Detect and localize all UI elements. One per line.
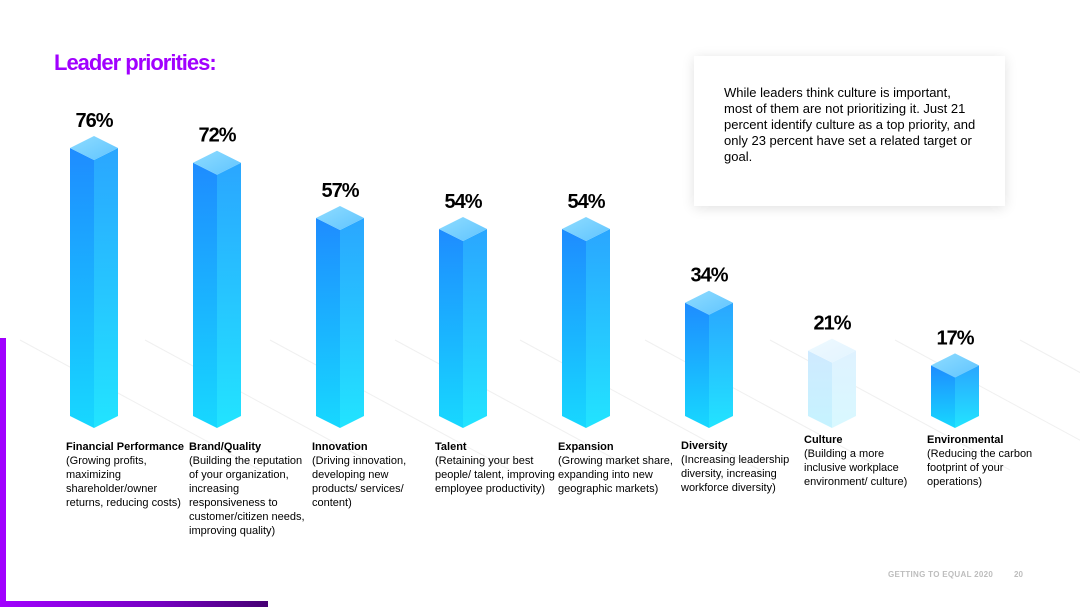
value-label: 76% bbox=[75, 110, 113, 132]
bar-front-face bbox=[316, 218, 340, 428]
value-label: 57% bbox=[321, 180, 359, 202]
bar-expansion: 54% bbox=[562, 191, 610, 428]
category-description: (Building a more inclusive workplace env… bbox=[804, 448, 908, 488]
category-label: Environmental (Reducing the carbon footpr… bbox=[927, 433, 1045, 489]
bar-top-face bbox=[70, 136, 118, 160]
background-line bbox=[894, 339, 1080, 441]
bar-culture: 21% bbox=[808, 313, 856, 428]
category-description: (Reducing the carbon footprint of your o… bbox=[927, 448, 1033, 488]
category-description: (Retaining your best people/ talent, imp… bbox=[435, 455, 555, 495]
accent-bar-vertical bbox=[0, 338, 6, 607]
bar-top-face bbox=[562, 217, 610, 242]
bar-top-face bbox=[439, 217, 487, 242]
category-description: (Building the reputation of your organiz… bbox=[189, 455, 305, 537]
category-name: Talent bbox=[435, 441, 467, 453]
bar-side-face bbox=[709, 302, 733, 428]
bar-top-face bbox=[316, 206, 364, 230]
bar-side-face bbox=[832, 350, 856, 428]
value-label: 21% bbox=[813, 313, 851, 335]
bar-top-face bbox=[808, 338, 856, 363]
category-description: (Growing profits, maximizing shareholder… bbox=[66, 455, 181, 509]
category-name: Environmental bbox=[927, 434, 1004, 446]
background-line bbox=[144, 339, 386, 471]
background-line bbox=[1019, 339, 1080, 374]
bar-financial-performance: 76% bbox=[70, 110, 118, 428]
category-label: Innovation (Driving innovation, developin… bbox=[312, 440, 432, 510]
bar-front-face bbox=[193, 162, 217, 428]
bar-talent: 54% bbox=[439, 191, 487, 428]
bar-front-face bbox=[685, 302, 709, 428]
category-label: Financial Performance (Growing profits, m… bbox=[66, 440, 186, 510]
background-line bbox=[269, 339, 511, 471]
category-label: Culture (Building a more inclusive workpl… bbox=[804, 433, 924, 489]
bar-side-face bbox=[94, 148, 118, 428]
category-name: Innovation bbox=[312, 441, 368, 453]
category-label: Brand/Quality (Building the reputation of… bbox=[189, 440, 309, 538]
category-name: Brand/Quality bbox=[189, 441, 262, 453]
footer-label: GETTING TO EQUAL 2020 bbox=[888, 570, 994, 579]
callout-text: While leaders think culture is important… bbox=[724, 85, 976, 164]
page-number: 20 bbox=[1014, 570, 1023, 579]
category-name: Expansion bbox=[558, 441, 614, 453]
bar-top-face bbox=[685, 290, 733, 315]
background-line bbox=[519, 339, 761, 471]
category-description: (Growing market share, expanding into ne… bbox=[558, 455, 673, 495]
category-label: Diversity (Increasing leadership diversit… bbox=[681, 439, 801, 495]
bar-top-face bbox=[193, 150, 241, 175]
bar-side-face bbox=[217, 162, 241, 428]
category-label: Expansion (Growing market share, expandin… bbox=[558, 440, 678, 496]
bar-front-face bbox=[70, 148, 94, 428]
bar-side-face bbox=[586, 229, 610, 428]
bar-front-face bbox=[808, 350, 832, 428]
page-title: Leader priorities: bbox=[54, 50, 217, 75]
bar-side-face bbox=[340, 218, 364, 428]
category-name: Financial Performance bbox=[66, 441, 184, 453]
value-label: 72% bbox=[198, 125, 236, 147]
value-label: 54% bbox=[567, 191, 605, 213]
bar-top-face bbox=[931, 353, 979, 378]
bar-brand-quality: 72% bbox=[193, 125, 241, 428]
bar-front-face bbox=[439, 229, 463, 428]
category-description: (Driving innovation, developing new prod… bbox=[312, 455, 407, 509]
category-name: Culture bbox=[804, 434, 843, 446]
bar-side-face bbox=[955, 365, 979, 428]
accent-bar-horizontal bbox=[0, 601, 268, 607]
value-label: 54% bbox=[444, 191, 482, 213]
value-label: 34% bbox=[690, 265, 728, 287]
category-name: Diversity bbox=[681, 439, 728, 452]
bar-environmental: 17% bbox=[931, 327, 979, 428]
bar-front-face bbox=[931, 365, 955, 428]
category-description: (Increasing leadership diversity, increa… bbox=[681, 453, 790, 494]
bar-innovation: 57% bbox=[316, 180, 364, 428]
callout-box: While leaders think culture is important… bbox=[694, 56, 1005, 206]
bar-diversity: 34% bbox=[685, 265, 733, 428]
bar-front-face bbox=[562, 229, 586, 428]
background-line bbox=[394, 339, 636, 471]
background-line bbox=[19, 339, 261, 471]
bar-side-face bbox=[463, 229, 487, 428]
category-label: Talent (Retaining your best people/ talen… bbox=[435, 440, 555, 496]
value-label: 17% bbox=[936, 327, 974, 349]
